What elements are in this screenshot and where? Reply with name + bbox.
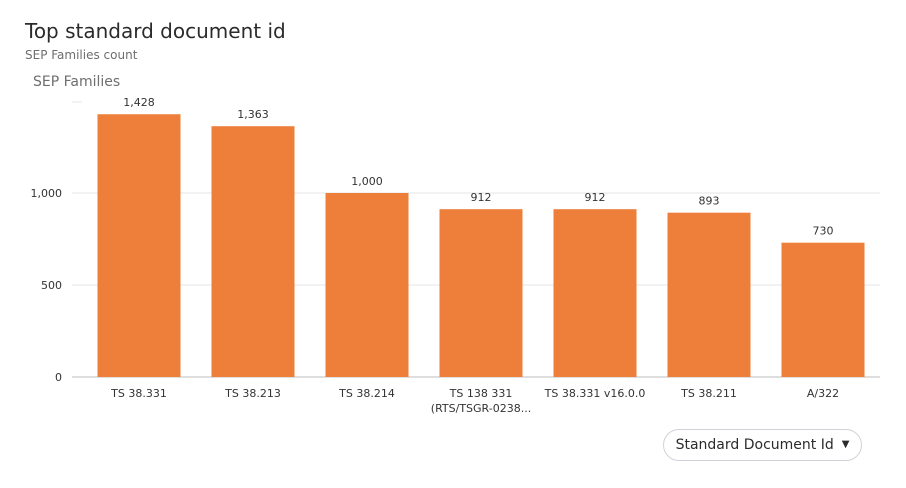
x-tick-label: TS 38.214: [338, 387, 395, 400]
x-tick-label: A/322: [807, 387, 839, 400]
caret-down-icon: ▼: [841, 439, 850, 450]
standard-document-id-dropdown[interactable]: Standard Document Id ▼: [663, 429, 862, 461]
y-tick-label: 500: [41, 279, 62, 292]
bar: [97, 114, 181, 378]
x-tick-label: TS 38.213: [224, 387, 281, 400]
bar-value-label: 1,000: [351, 175, 383, 188]
x-tick-label: TS 38.331 v16.0.0: [544, 387, 646, 400]
bar-value-label: 912: [585, 191, 606, 204]
bar: [781, 242, 865, 377]
bar-value-label: 893: [699, 195, 720, 208]
bar-value-label: 1,428: [123, 96, 155, 109]
x-tick-label: TS 138 331: [449, 387, 513, 400]
chart-subtitle: SEP Families count: [25, 48, 138, 62]
chart-title: Top standard document id: [25, 19, 286, 43]
bar-value-label: 730: [813, 225, 834, 238]
y-axis-title: SEP Families: [33, 74, 120, 90]
bar: [553, 209, 637, 377]
x-tick-label: (RTS/TSGR-0238...: [431, 402, 531, 415]
bar: [211, 126, 295, 377]
x-tick-label: TS 38.331: [110, 387, 167, 400]
bar: [325, 193, 409, 377]
bar: [667, 212, 751, 377]
x-tick-label: TS 38.211: [680, 387, 737, 400]
y-tick-label: 0: [55, 371, 62, 384]
y-tick-label: 1,000: [31, 187, 63, 200]
bar: [439, 209, 523, 377]
bar-value-label: 1,363: [237, 108, 269, 121]
dropdown-label: Standard Document Id: [675, 437, 834, 453]
bar-value-label: 912: [471, 191, 492, 204]
